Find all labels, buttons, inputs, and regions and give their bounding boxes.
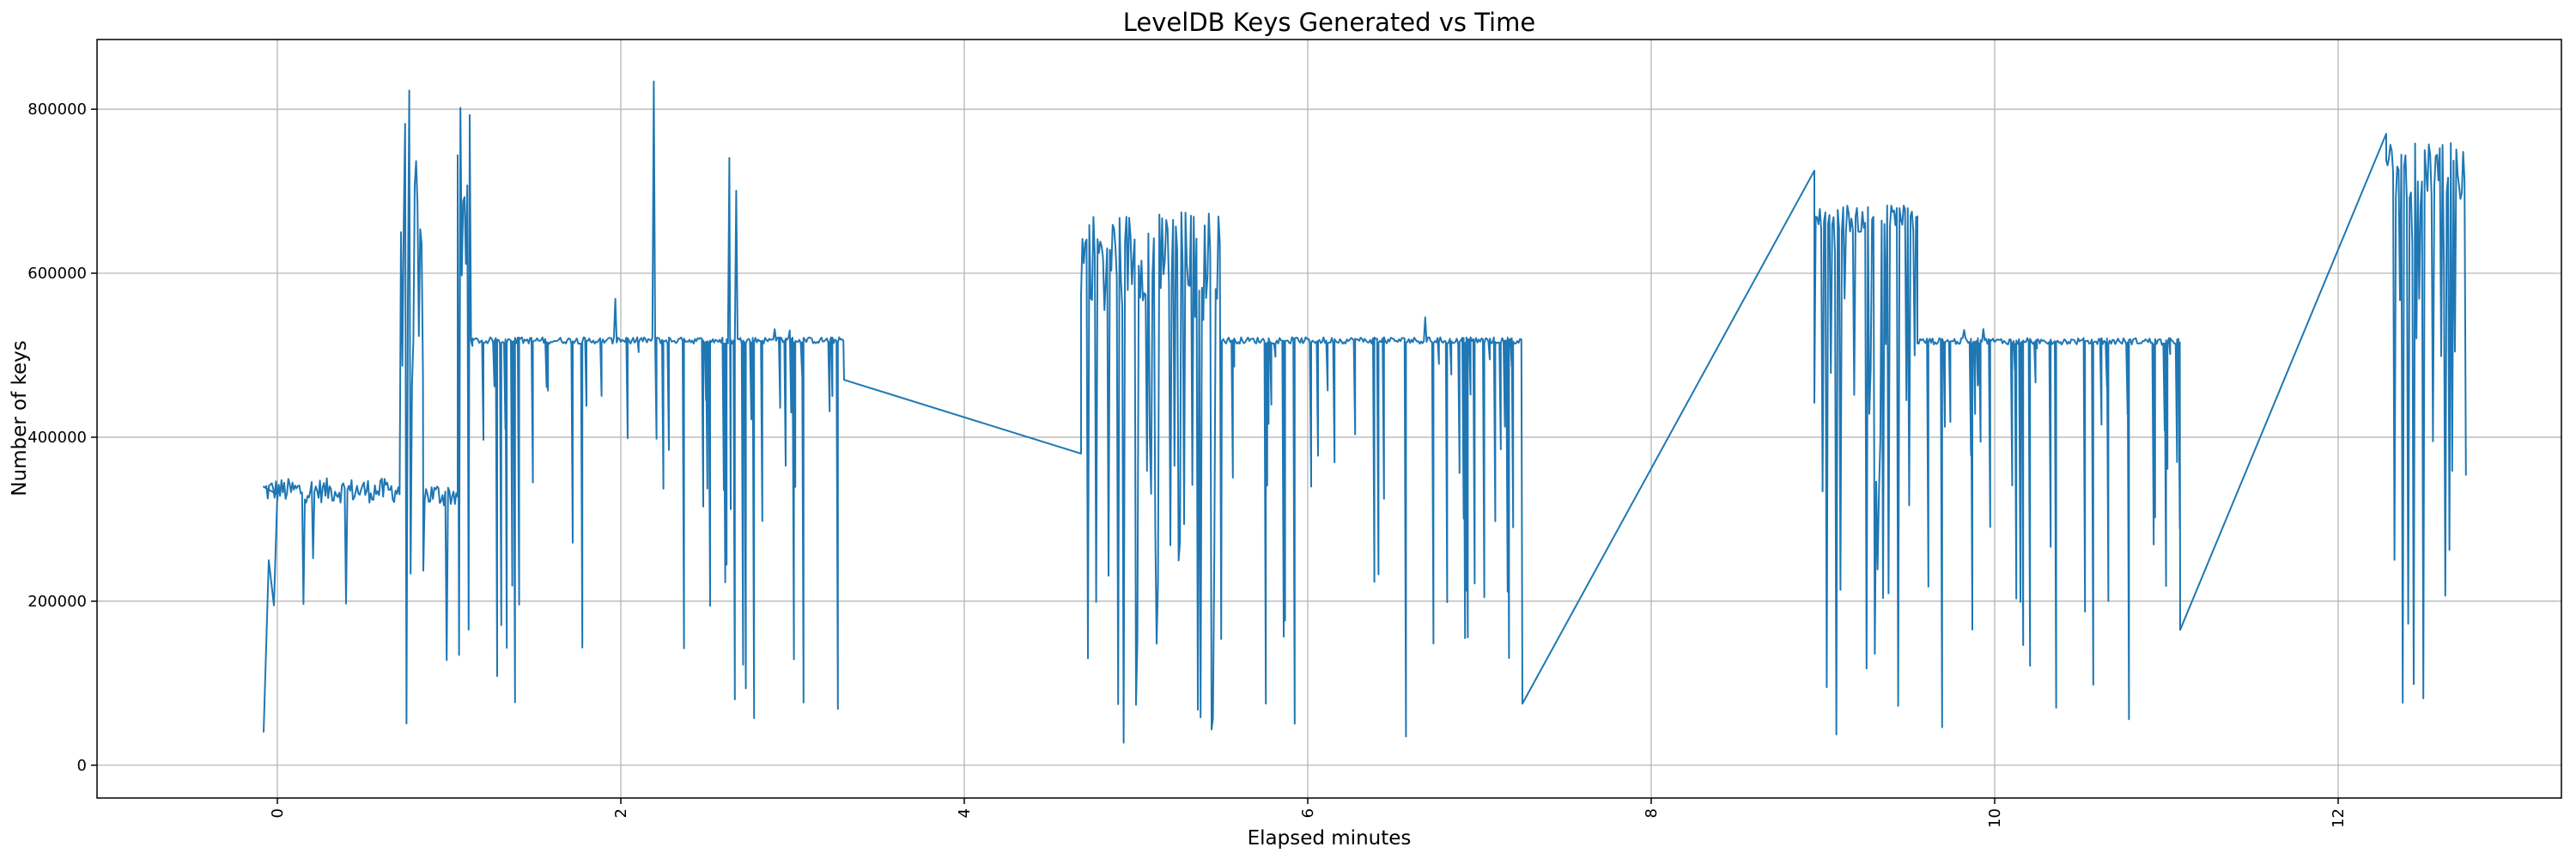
chart-title: LevelDB Keys Generated vs Time	[1123, 8, 1535, 37]
x-tick-label: 2	[612, 808, 630, 818]
series-line-group	[263, 80, 2467, 744]
x-axis-label: Elapsed minutes	[1248, 827, 1412, 850]
y-tick-label: 600000	[27, 265, 87, 283]
plot-frame	[96, 39, 2562, 799]
x-axis: 0 2 4 6 8 10 12	[269, 798, 2348, 828]
series-line	[263, 80, 2467, 744]
y-tick-label: 400000	[27, 429, 87, 447]
x-tick-label: 4	[956, 808, 974, 818]
y-tick-label: 200000	[27, 593, 87, 611]
x-tick-label: 0	[269, 808, 287, 818]
x-tick-label: 10	[1986, 808, 2004, 828]
x-tick-label: 12	[2330, 808, 2348, 828]
y-tick-label: 0	[77, 757, 87, 775]
y-axis-label: Number of keys	[9, 340, 31, 496]
y-tick-label: 800000	[27, 101, 87, 119]
grid-lines	[97, 40, 2561, 798]
y-axis: 0 200000 400000 600000 800000	[27, 101, 97, 775]
x-tick-label: 6	[1299, 808, 1317, 818]
x-tick-label: 8	[1643, 808, 1661, 818]
